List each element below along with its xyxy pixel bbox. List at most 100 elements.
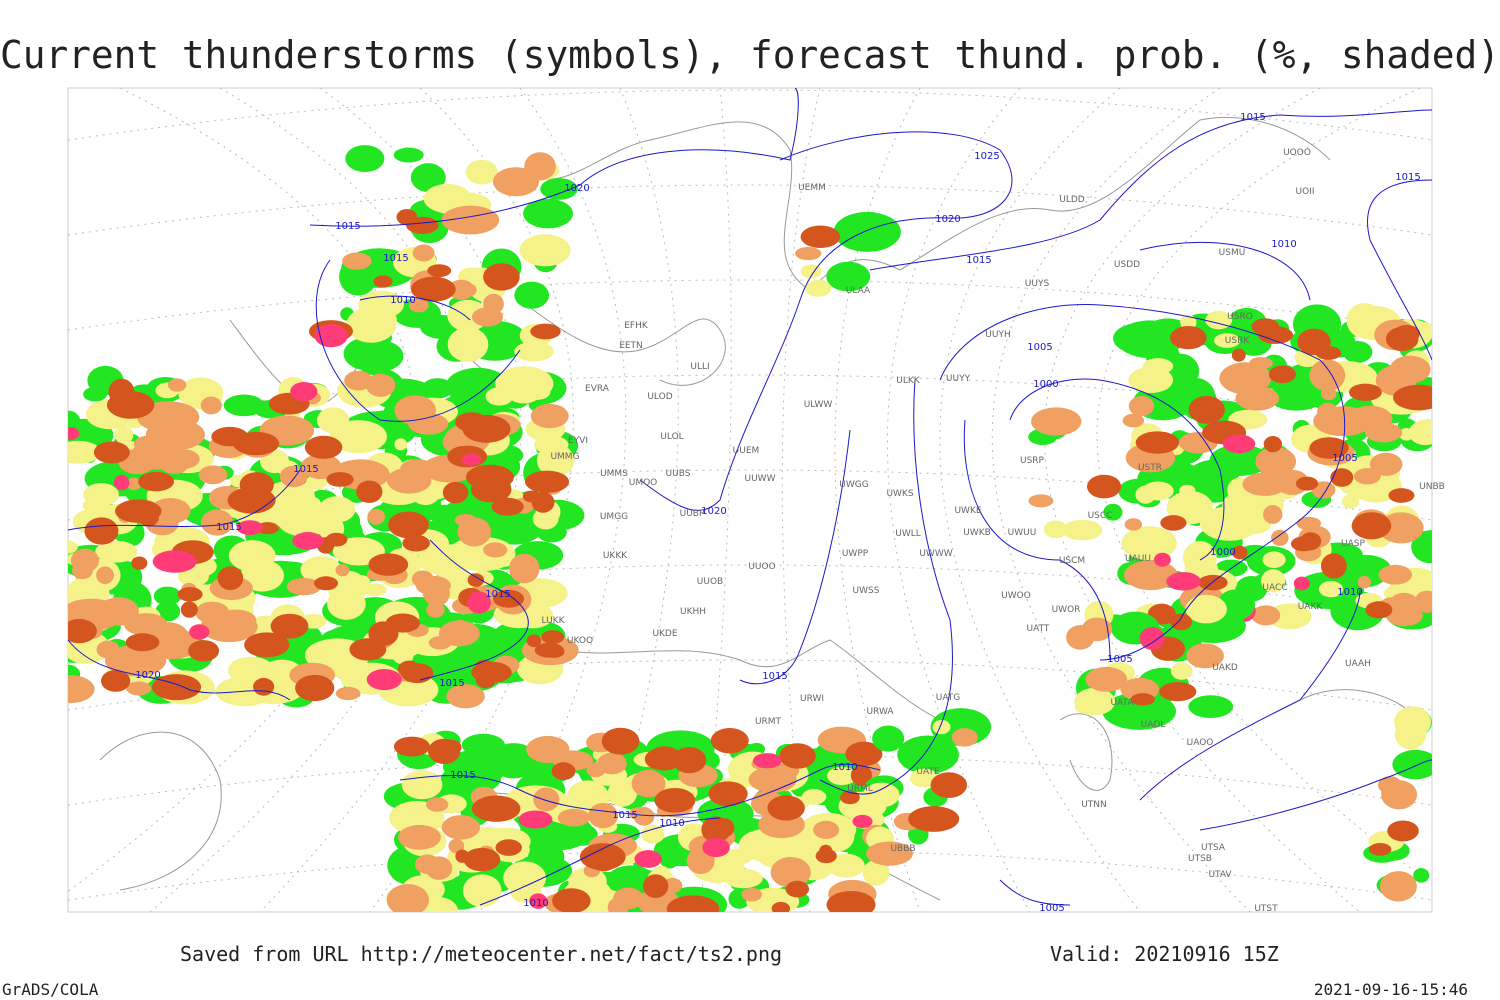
shade-cell — [189, 624, 210, 640]
station-label: USRP — [1020, 456, 1045, 466]
shade-cell — [438, 620, 480, 647]
shade-cell — [68, 427, 80, 440]
shade-cell — [1186, 643, 1224, 669]
shade-cell — [84, 517, 119, 545]
isobar-label: 1005 — [1039, 903, 1064, 914]
shade-cell — [467, 591, 491, 614]
shade-cell — [588, 802, 618, 829]
shade-cell — [1043, 520, 1068, 539]
shade-cell — [152, 550, 197, 573]
shade-cell — [1170, 662, 1193, 680]
shade-cell — [200, 509, 234, 536]
isobar-label: 1015 — [450, 770, 475, 781]
shade-cell — [908, 806, 960, 832]
shade-cell — [342, 252, 372, 270]
shade-cell — [138, 471, 175, 492]
shade-cell — [410, 276, 456, 302]
isobar-label: 1020 — [935, 214, 960, 225]
shade-cell — [552, 888, 591, 912]
station-label: UUOB — [697, 577, 723, 587]
shade-cell — [68, 618, 97, 644]
shade-cell — [200, 396, 222, 415]
shade-cell — [850, 764, 872, 786]
shade-cell — [227, 486, 276, 514]
station-label: ULAA — [846, 286, 871, 296]
meridian — [589, 88, 679, 912]
shade-cell — [1074, 687, 1116, 716]
isobar-label: 1000 — [1033, 379, 1058, 390]
shade-cell — [495, 839, 522, 856]
shade-cell — [393, 147, 424, 163]
shade-cell — [568, 824, 598, 846]
shade-cell — [1251, 318, 1280, 335]
isobar-label: 1015 — [383, 253, 408, 264]
shade-cell — [290, 381, 318, 402]
shade-cell — [314, 324, 348, 348]
shade-cell — [1393, 384, 1432, 411]
shade-cell — [412, 244, 435, 262]
shade-cell — [352, 575, 371, 589]
shade-cell — [1251, 605, 1281, 626]
station-label: UATG — [936, 693, 961, 703]
shade-cell — [388, 511, 429, 539]
shade-cell — [1159, 682, 1197, 702]
coast — [519, 299, 726, 386]
station-label: EETN — [619, 341, 643, 351]
coast — [559, 639, 941, 721]
shade-cell — [826, 890, 876, 912]
shade-cell — [930, 772, 968, 798]
station-label: UACC — [1262, 583, 1287, 593]
shade-cell — [211, 426, 249, 447]
shade-cell — [541, 630, 565, 645]
shade-cell — [529, 893, 548, 909]
shade-cell — [826, 261, 871, 292]
shade-cell — [465, 159, 498, 185]
shade-cell — [708, 781, 748, 807]
isobar-label: 1010 — [832, 762, 857, 773]
shade-cell — [852, 814, 873, 829]
isobar-label: 1020 — [135, 670, 160, 681]
shade-cell — [217, 566, 244, 591]
shade-cell — [1271, 529, 1289, 546]
station-label: URML — [847, 784, 873, 794]
shade-cell — [177, 587, 203, 602]
shade-cell — [463, 847, 501, 872]
shade-cell — [153, 586, 182, 606]
station-label: ULWW — [804, 400, 833, 410]
shade-cell — [531, 491, 555, 513]
shade-cell — [1389, 355, 1431, 384]
shade-cell — [723, 868, 763, 889]
isobar-label: 1000 — [1210, 547, 1235, 558]
shade-cell — [1315, 346, 1342, 360]
shade-cell — [770, 856, 811, 888]
shade-cell — [1122, 413, 1145, 428]
shade-cell — [373, 275, 393, 288]
shade-cell — [607, 897, 629, 912]
station-label: UUOO — [748, 562, 775, 572]
shade-cell — [455, 215, 491, 234]
shade-cell — [1166, 572, 1201, 591]
isobar-label: 1015 — [1395, 172, 1420, 183]
shade-cell — [491, 497, 524, 516]
shade-cell — [448, 838, 465, 854]
isobar — [869, 109, 1432, 271]
shade-cell — [454, 513, 477, 527]
shade-cell — [523, 198, 573, 229]
shade-cell — [335, 686, 361, 701]
station-label: UUBS — [666, 469, 691, 479]
isobar — [1199, 759, 1432, 831]
station-label: ULOL — [660, 432, 683, 442]
shade-cell — [366, 669, 402, 691]
shade-cell — [385, 613, 420, 633]
shade-cell — [1388, 488, 1415, 503]
station-label: ULKK — [896, 376, 921, 386]
isobar-label: 1010 — [659, 818, 684, 829]
shade-cell — [1381, 780, 1418, 810]
shade-cell — [1320, 553, 1347, 579]
isobar-label: 1015 — [335, 221, 360, 232]
shade-cell — [126, 477, 142, 491]
shade-cell — [198, 465, 228, 485]
shade-cell — [326, 472, 354, 487]
shade-cell — [1299, 532, 1322, 551]
coast — [1059, 713, 1113, 791]
